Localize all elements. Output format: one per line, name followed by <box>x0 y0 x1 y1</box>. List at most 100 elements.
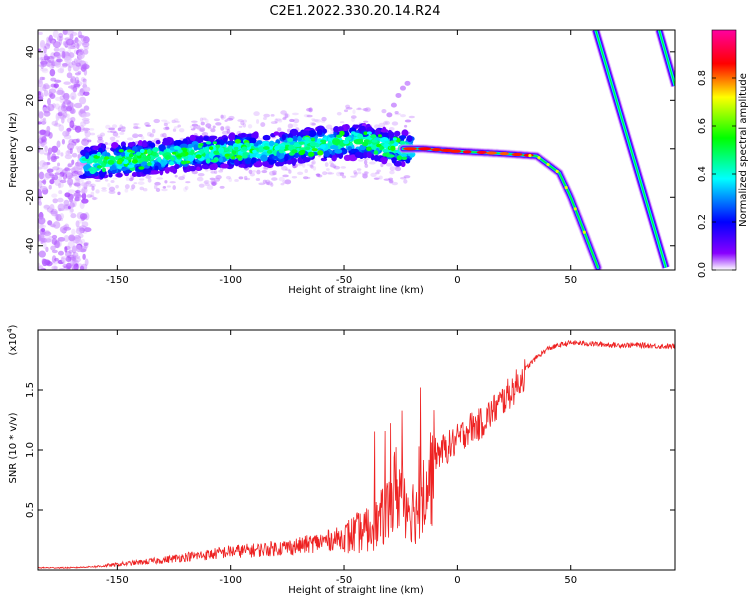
haze-blob <box>242 122 247 128</box>
haze-blob <box>213 118 220 122</box>
noise-blob <box>41 228 46 233</box>
haze-blob <box>364 107 371 113</box>
noise-blob <box>53 47 60 52</box>
band-blob <box>193 144 199 151</box>
haze-blob <box>340 166 347 169</box>
noise-blob <box>62 101 66 109</box>
band-blob <box>131 171 138 177</box>
haze-blob <box>400 176 407 180</box>
band-blob <box>273 131 280 136</box>
haze-blob <box>282 179 289 184</box>
band-blob <box>111 169 117 174</box>
noise-blob <box>83 49 89 55</box>
noise-blob <box>70 76 77 84</box>
core-blob <box>180 152 186 157</box>
noise-blob <box>75 220 80 228</box>
haze-blob <box>82 138 87 142</box>
haze-blob <box>311 160 316 165</box>
haze-blob <box>91 196 97 201</box>
haze-blob <box>252 170 257 173</box>
noise-blob <box>82 79 87 86</box>
haze-blob <box>283 181 287 184</box>
haze-blob <box>306 114 313 118</box>
noise-blob <box>57 111 63 117</box>
haze-blob <box>320 120 326 123</box>
haze-blob <box>341 175 347 179</box>
noise-blob <box>67 189 76 194</box>
noise-blob <box>54 119 58 126</box>
haze-blob <box>255 178 261 182</box>
noise-blob <box>38 133 46 141</box>
core-blob <box>344 136 352 141</box>
haze-blob <box>336 111 342 116</box>
band-blob <box>316 138 323 144</box>
core-blob <box>138 166 145 170</box>
core-blob <box>286 137 294 143</box>
band-blob <box>111 142 119 149</box>
band-blob <box>353 138 363 145</box>
noise-blob <box>69 92 77 100</box>
noise-blob <box>67 163 73 168</box>
snr-x-tick-label: -100 <box>219 575 242 586</box>
band-blob <box>248 137 257 144</box>
haze-blob <box>265 179 271 184</box>
colorbar: 0.0 0.2 0.4 0.6 0.8 Normalized spectral ampl… <box>697 29 749 278</box>
noise-blob <box>65 172 73 179</box>
noise-blob <box>41 142 45 148</box>
haze-blob <box>162 132 167 138</box>
haze-blob <box>361 172 369 176</box>
haze-blob <box>345 107 353 110</box>
haze-blob <box>169 181 176 184</box>
haze-blob <box>308 107 313 113</box>
noise-blob <box>73 257 81 263</box>
noise-blob <box>51 145 59 153</box>
haze-blob <box>373 124 380 129</box>
haze-blob <box>325 168 330 171</box>
haze-blob <box>110 130 117 134</box>
haze-blob <box>245 177 251 181</box>
core-blob <box>146 161 152 167</box>
core-blob <box>170 156 175 161</box>
haze-blob <box>284 113 289 118</box>
noise-blob <box>56 58 63 63</box>
noise-blob <box>50 208 58 217</box>
snr-y-scale-exp: 4 <box>6 328 14 333</box>
noise-blob <box>49 210 58 215</box>
haze-blob <box>234 179 239 182</box>
haze-blob <box>131 176 135 181</box>
haze-blob <box>394 166 402 172</box>
haze-blob <box>388 177 394 181</box>
snr-x-tick-label: 0 <box>454 575 460 586</box>
noise-blob <box>69 142 75 149</box>
haze-blob <box>270 114 275 117</box>
haze-blob <box>205 118 209 124</box>
noise-blob <box>38 121 43 125</box>
haze-blob <box>275 118 282 121</box>
band-blob <box>329 144 339 150</box>
noise-blob <box>74 102 83 109</box>
haze-blob <box>363 160 368 165</box>
band-blob <box>204 146 210 155</box>
colorbar-tick-label: 0.0 <box>697 262 708 278</box>
haze-blob <box>306 107 312 112</box>
haze-blob <box>291 176 298 179</box>
band-blob <box>373 154 380 162</box>
haze-blob <box>111 124 118 129</box>
haze-blob <box>248 169 253 174</box>
noise-blob <box>83 63 88 70</box>
noise-blob <box>40 237 44 245</box>
band-blob <box>388 131 395 139</box>
noise-blob <box>62 63 68 68</box>
core-blob <box>88 168 93 172</box>
haze-blob <box>84 181 89 186</box>
core-blob <box>266 149 273 154</box>
band-blob <box>84 152 90 160</box>
haze-blob <box>132 122 140 126</box>
spectrogram-y-ticks: -40 -20 0 20 40 <box>25 45 675 254</box>
noise-blob <box>72 199 77 208</box>
haze-blob <box>403 175 411 179</box>
haze-blob <box>228 177 233 182</box>
haze-blob <box>156 177 164 180</box>
noise-blob <box>73 192 81 198</box>
noise-blob <box>60 152 64 157</box>
